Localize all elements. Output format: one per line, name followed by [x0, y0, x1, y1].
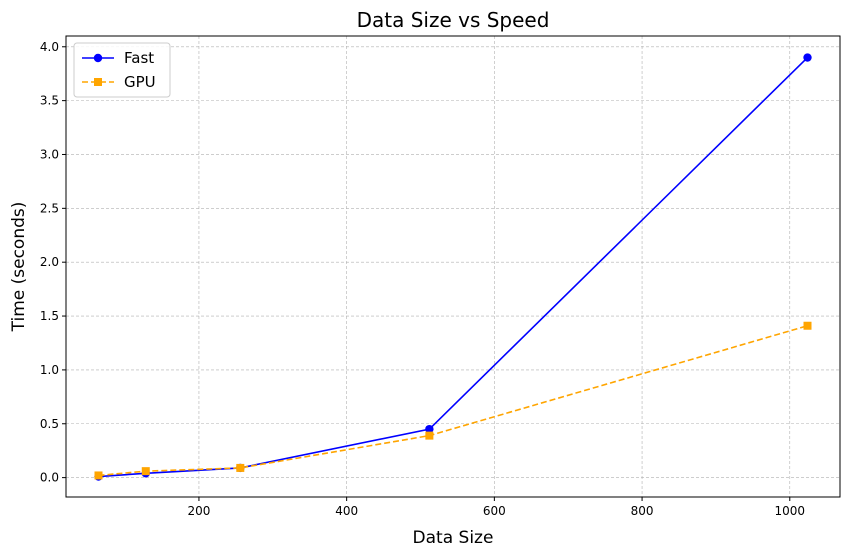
- y-tick-label: 4.0: [40, 40, 59, 54]
- y-tick-label: 1.5: [40, 309, 59, 323]
- data-point: [425, 431, 434, 440]
- y-axis-label: Time (seconds): [9, 202, 29, 333]
- y-tick-label: 2.0: [40, 255, 59, 269]
- x-tick-label: 200: [187, 504, 210, 518]
- chart-title: Data Size vs Speed: [357, 8, 550, 32]
- ticks: 200 400 600 800 1000 0.0 0.5 1.0 1.5 2.0 2.5 3.0 3.5…: [40, 40, 805, 518]
- grid: [66, 36, 840, 497]
- data-point: [803, 53, 812, 62]
- y-tick-label: 2.5: [40, 201, 59, 215]
- x-tick-label: 800: [631, 504, 654, 518]
- legend-item-gpu: GPU: [82, 73, 156, 91]
- legend-label: Fast: [124, 49, 154, 67]
- x-tick-label: 1000: [775, 504, 806, 518]
- legend-marker: [94, 78, 102, 86]
- data-point: [803, 321, 812, 330]
- y-tick-label: 3.0: [40, 147, 59, 161]
- legend-item-fast: Fast: [82, 49, 154, 67]
- legend: Fast GPU: [73, 42, 171, 98]
- legend-label: GPU: [124, 73, 156, 91]
- data-point: [141, 467, 150, 476]
- y-tick-label: 1.0: [40, 363, 59, 377]
- x-tick-label: 600: [483, 504, 506, 518]
- data-point: [425, 424, 434, 434]
- series-line-gpu: [98, 324, 808, 477]
- y-tick-label: 3.5: [40, 94, 59, 108]
- series-gpu: [94, 321, 812, 480]
- plot-area-frame: [65, 35, 841, 498]
- x-axis-label: Data Size: [413, 528, 494, 548]
- series-layer: [94, 53, 812, 481]
- y-tick-label: 0.5: [40, 417, 59, 431]
- legend-marker: [93, 53, 103, 63]
- data-point: [236, 463, 245, 472]
- data-point: [94, 471, 103, 480]
- x-tick-label: 400: [335, 504, 358, 518]
- y-tick-label: 0.0: [40, 471, 59, 485]
